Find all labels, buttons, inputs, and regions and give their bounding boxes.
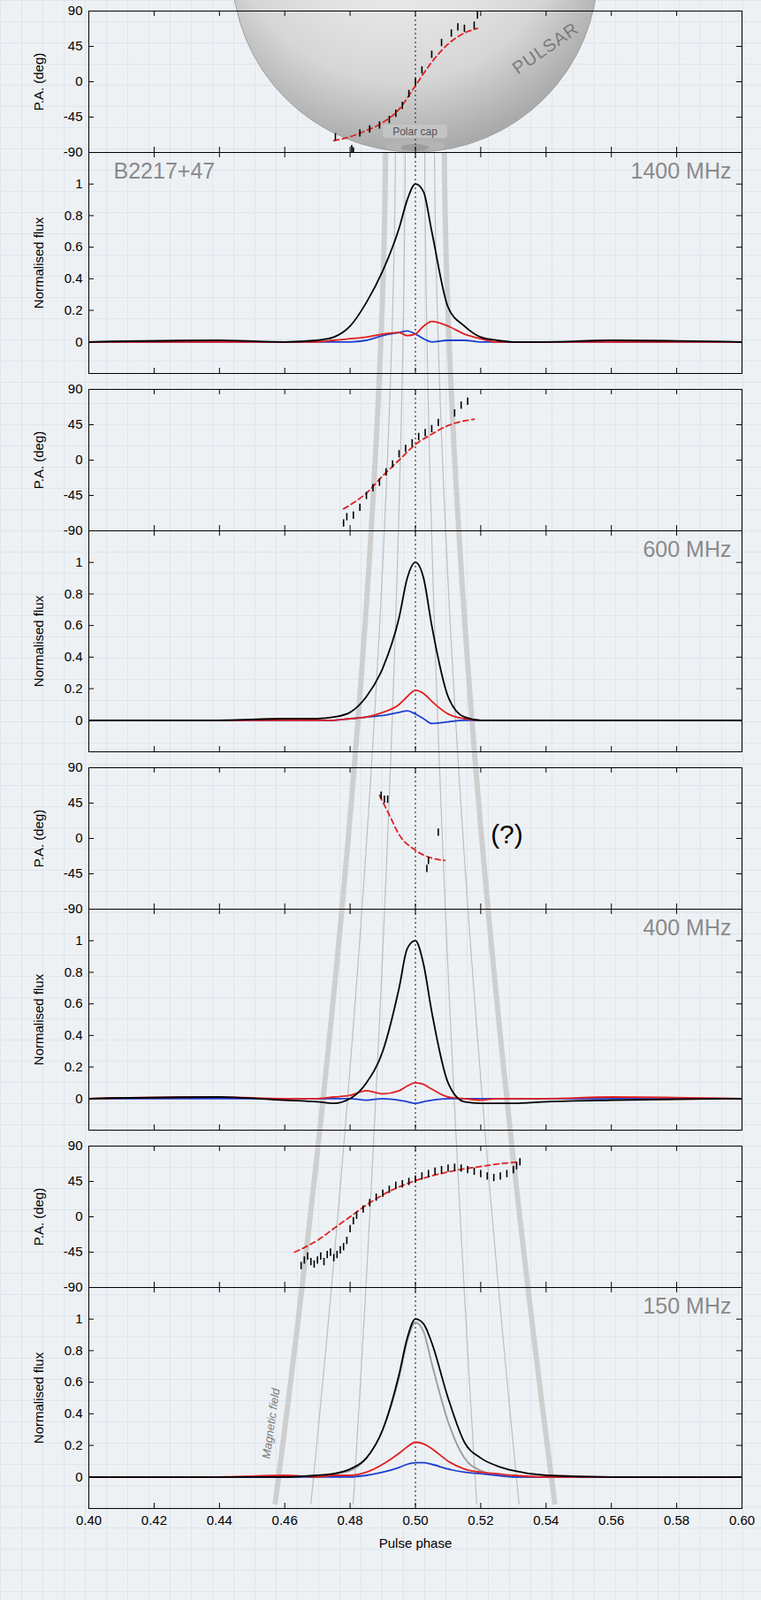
svg-text:150 MHz: 150 MHz [642, 1293, 731, 1318]
svg-text:B2217+47: B2217+47 [114, 158, 216, 183]
svg-text:45: 45 [68, 1172, 84, 1188]
svg-text:-45: -45 [63, 865, 84, 881]
svg-text:0.40: 0.40 [76, 1512, 102, 1528]
svg-text:P.A. (deg): P.A. (deg) [30, 1187, 46, 1247]
svg-text:0.42: 0.42 [141, 1512, 168, 1528]
svg-text:0.48: 0.48 [336, 1512, 363, 1528]
svg-text:0.4: 0.4 [64, 1405, 84, 1421]
svg-text:0: 0 [75, 334, 83, 350]
svg-text:0.56: 0.56 [598, 1512, 625, 1528]
svg-text:Normalised flux: Normalised flux [30, 216, 46, 309]
svg-text:P.A. (deg): P.A. (deg) [30, 431, 46, 490]
svg-text:45: 45 [68, 794, 84, 810]
svg-text:Pulse phase: Pulse phase [379, 1535, 453, 1551]
svg-text:0.6: 0.6 [64, 1373, 84, 1389]
svg-text:400 MHz: 400 MHz [642, 914, 731, 940]
svg-text:1: 1 [75, 175, 83, 191]
svg-text:P.A. (deg): P.A. (deg) [30, 53, 46, 112]
svg-text:0.52: 0.52 [467, 1512, 494, 1528]
svg-text:0: 0 [75, 712, 83, 728]
svg-text:0.8: 0.8 [64, 207, 84, 223]
svg-text:1400 MHz: 1400 MHz [631, 158, 732, 183]
svg-text:Normalised flux: Normalised flux [30, 973, 46, 1066]
svg-text:0.46: 0.46 [272, 1512, 298, 1528]
svg-text:0.4: 0.4 [64, 270, 84, 286]
svg-text:Normalised flux: Normalised flux [30, 594, 46, 687]
svg-text:(?): (?) [490, 819, 524, 849]
svg-text:0.44: 0.44 [206, 1512, 233, 1528]
svg-text:-90: -90 [63, 144, 84, 160]
svg-text:0.54: 0.54 [532, 1512, 559, 1528]
svg-text:0.6: 0.6 [64, 995, 84, 1011]
svg-text:Polar cap: Polar cap [392, 125, 438, 138]
svg-text:0.8: 0.8 [64, 964, 84, 980]
svg-text:P.A. (deg): P.A. (deg) [30, 809, 46, 868]
svg-text:0.60: 0.60 [729, 1512, 755, 1528]
svg-text:1: 1 [75, 554, 83, 570]
svg-text:90: 90 [68, 759, 84, 775]
svg-text:0: 0 [75, 1468, 83, 1484]
svg-text:0.2: 0.2 [64, 1058, 84, 1074]
svg-text:0: 0 [75, 73, 83, 89]
svg-text:0.4: 0.4 [64, 1027, 84, 1043]
svg-text:90: 90 [68, 1137, 84, 1153]
svg-text:Magnetic field: Magnetic field [258, 1386, 282, 1460]
svg-text:-45: -45 [63, 108, 84, 124]
svg-text:0: 0 [75, 829, 83, 845]
svg-text:0: 0 [75, 1090, 83, 1106]
svg-text:1: 1 [75, 932, 83, 948]
svg-text:0.2: 0.2 [64, 1437, 84, 1453]
svg-text:0.2: 0.2 [64, 680, 84, 696]
svg-text:0.6: 0.6 [64, 238, 84, 254]
svg-text:0.8: 0.8 [64, 1342, 84, 1358]
svg-text:0.4: 0.4 [64, 648, 84, 664]
svg-text:0.2: 0.2 [64, 302, 84, 318]
svg-text:600 MHz: 600 MHz [642, 536, 731, 562]
svg-text:0: 0 [75, 451, 83, 467]
svg-text:-45: -45 [63, 487, 84, 503]
svg-text:0.58: 0.58 [663, 1512, 690, 1528]
svg-text:90: 90 [68, 2, 84, 18]
svg-text:45: 45 [68, 38, 84, 54]
svg-text:1: 1 [75, 1310, 83, 1326]
svg-text:-90: -90 [63, 522, 84, 538]
svg-text:-90: -90 [63, 1278, 84, 1294]
svg-text:0.50: 0.50 [402, 1512, 428, 1528]
svg-text:0.6: 0.6 [64, 616, 84, 632]
svg-text:0.8: 0.8 [64, 585, 84, 602]
svg-text:-45: -45 [63, 1243, 84, 1259]
svg-text:90: 90 [68, 380, 84, 396]
svg-text:PULSAR: PULSAR [508, 18, 582, 78]
svg-text:Normalised flux: Normalised flux [30, 1351, 46, 1444]
svg-text:45: 45 [68, 416, 84, 432]
svg-text:0: 0 [75, 1208, 83, 1224]
svg-text:-90: -90 [63, 900, 84, 916]
